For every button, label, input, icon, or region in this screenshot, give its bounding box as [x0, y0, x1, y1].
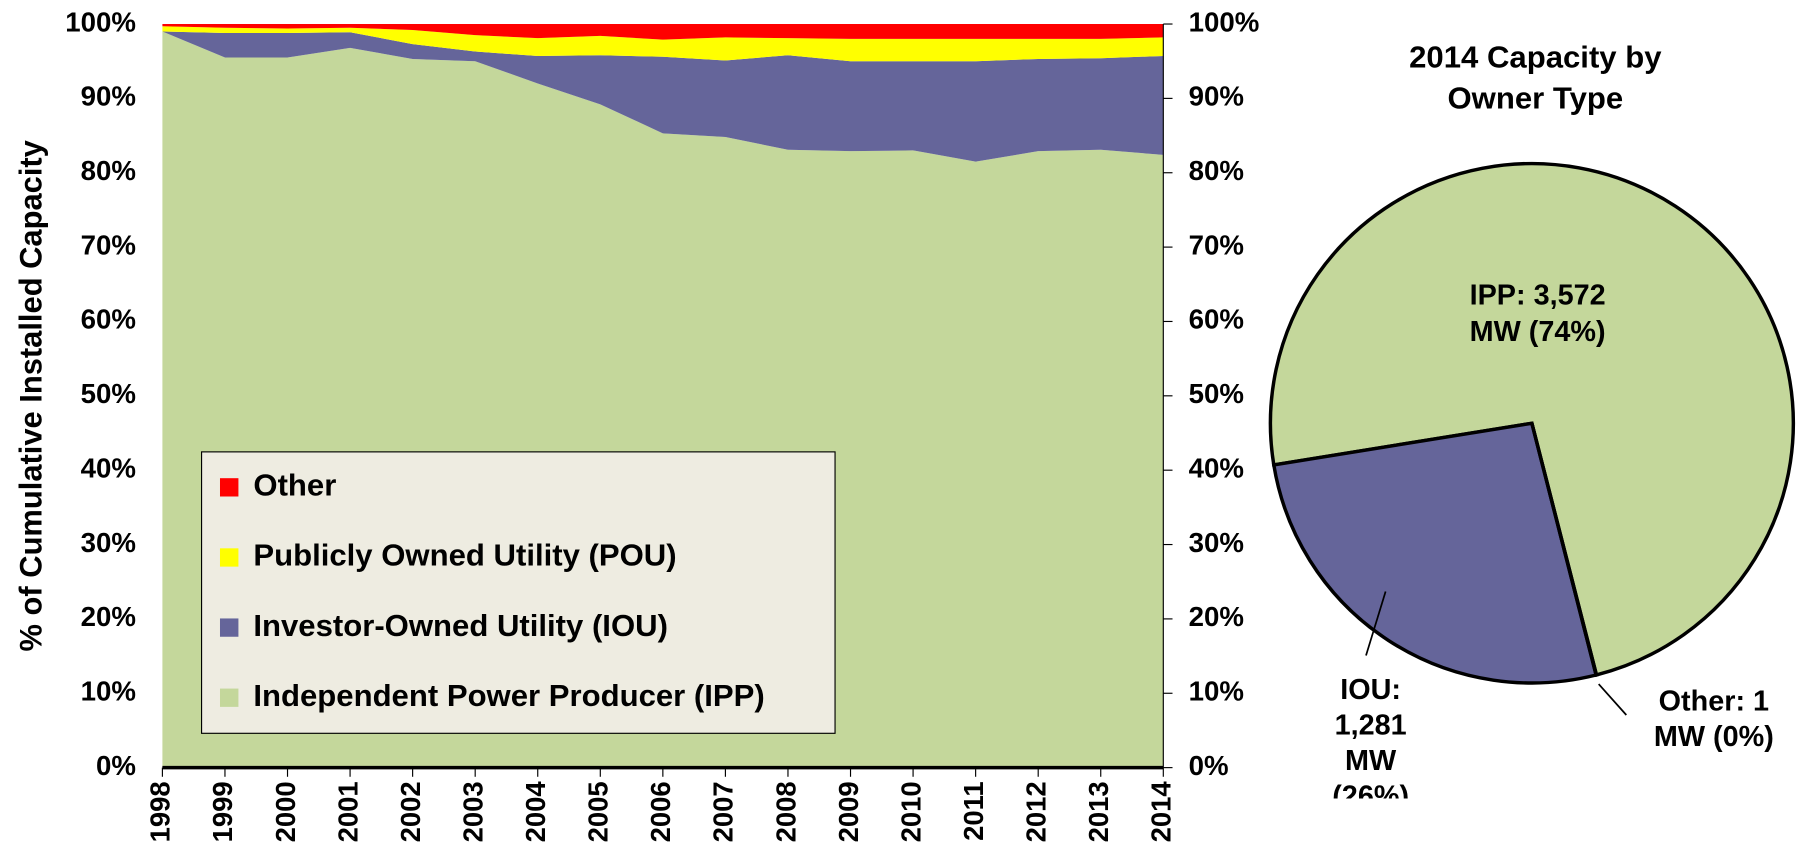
y-axis-label: % of Cumulative Installed Capacity — [13, 139, 48, 651]
area — [162, 24, 1164, 40]
x-tick-label: 2000 — [270, 781, 301, 842]
label-box: IOU: 1,281 MW (26%) — [1332, 673, 1410, 799]
label-box: 2014 Capacity by Owner Type — [1409, 40, 1662, 116]
legend-swatch — [219, 618, 239, 637]
legend-swatch — [219, 478, 239, 497]
y-tick-label: 40% — [81, 453, 136, 484]
y2-tick-label: 40% — [1189, 453, 1244, 484]
x-tick-label: 2002 — [395, 781, 426, 842]
y2-tick-label: 30% — [1189, 527, 1244, 558]
y2-tick-label: 100% — [1189, 6, 1260, 37]
x-tick-label: 2005 — [583, 781, 614, 842]
y-tick-label: 100% — [65, 6, 136, 37]
x-tick-label: 2009 — [833, 781, 864, 842]
legend-swatch — [219, 688, 239, 707]
x-tick-label: 2010 — [895, 781, 926, 842]
y-tick-label: 0% — [96, 750, 136, 781]
y-tick-label: 20% — [81, 601, 136, 632]
legend-box — [200, 451, 836, 734]
legend-label: Publicly Owned Utility (POU) — [253, 538, 676, 573]
pie-slice — [1268, 161, 1796, 678]
y-tick-label: 60% — [81, 304, 136, 335]
y-tick-label: 70% — [81, 229, 136, 260]
y2-tick-label: 80% — [1189, 155, 1244, 186]
legend-swatch — [219, 548, 239, 567]
area — [162, 31, 1164, 162]
x-tick-label: 1998 — [145, 781, 176, 842]
pie-title: 2014 Capacity by Owner Type — [1409, 40, 1662, 116]
pie-label: IPP: 3,572 MW (74%) — [1469, 279, 1606, 348]
y2-tick-label: 0% — [1189, 750, 1229, 781]
x-tick-label: 2012 — [1020, 781, 1051, 842]
pie-label: Other: 1 MW (0%) — [1653, 685, 1774, 753]
x-tick-label: 1999 — [207, 781, 238, 842]
y-tick-label: 90% — [81, 81, 136, 112]
y2-tick-label: 20% — [1189, 601, 1244, 632]
y2-tick-label: 90% — [1189, 81, 1244, 112]
y2-tick-label: 70% — [1189, 229, 1244, 260]
x-tick-label: 2008 — [770, 781, 801, 842]
y2-tick-label: 60% — [1189, 304, 1244, 335]
y2-tick-label: 50% — [1189, 378, 1244, 409]
pie-slice — [1530, 422, 1599, 678]
legend-label: Investor-Owned Utility (IOU) — [253, 608, 668, 643]
leader-line — [1365, 591, 1387, 656]
x-tick-label: 2001 — [332, 781, 363, 842]
y-tick-label: 30% — [81, 527, 136, 558]
x-tick-label: 2004 — [520, 781, 551, 843]
legend-label: Other — [253, 468, 336, 503]
y2-tick-label: 10% — [1189, 676, 1244, 707]
y-tick-label: 10% — [81, 676, 136, 707]
legend-label: Independent Power Producer (IPP) — [253, 678, 764, 713]
y-tick-label: 50% — [81, 378, 136, 409]
x-tick-label: 2007 — [708, 781, 739, 842]
x-tick-label: 2014 — [1146, 781, 1177, 843]
x-tick-label: 2013 — [1083, 781, 1114, 842]
x-tick-label: 2003 — [457, 781, 488, 842]
label-box: Other: 1 MW (0%) — [1653, 685, 1774, 753]
area — [162, 26, 1164, 62]
y-tick-label: 80% — [81, 155, 136, 186]
leader-line — [1598, 683, 1627, 716]
x-tick-label: 2011 — [958, 781, 989, 841]
x-tick-label: 2006 — [645, 781, 676, 842]
pie-slice — [1271, 421, 1599, 685]
label-box: IPP: 3,572 MW (74%) — [1469, 279, 1606, 348]
pie-label: IOU: 1,281 MW (26%) — [1332, 673, 1410, 799]
